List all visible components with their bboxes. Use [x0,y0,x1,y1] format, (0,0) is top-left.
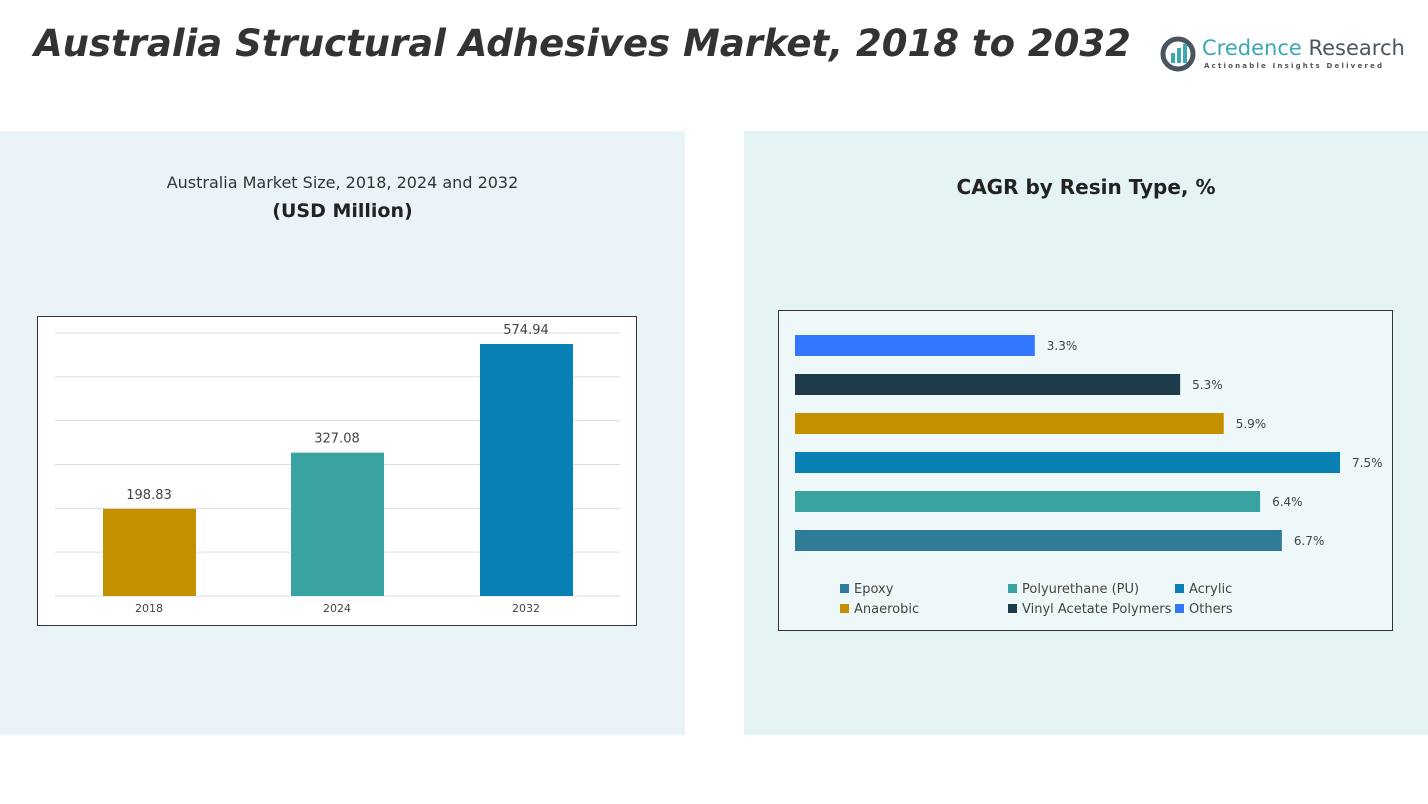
logo-name-1: Credence [1202,36,1302,60]
legend-swatch [1175,584,1184,593]
legend-label: Acrylic [1189,582,1233,597]
value-label: 6.4% [1272,495,1303,509]
hbar-vinyl-acetate-polymers [795,374,1181,395]
x-tick-label: 2024 [323,602,351,615]
legend-swatch [840,584,849,593]
logo: Credence Research Actionable Insights De… [1160,34,1410,74]
x-tick-label: 2032 [512,602,540,615]
legend-swatch [1008,604,1017,613]
hbar-others [795,335,1035,356]
value-label: 327.08 [314,432,360,447]
value-label: 198.83 [126,488,172,503]
value-label: 6.7% [1294,534,1325,548]
hbar-polyurethane-pu- [795,491,1261,512]
legend-swatch [840,604,849,613]
bar-2032 [480,343,573,596]
bar-2024 [291,452,384,596]
page-title: Australia Structural Adhesives Market, 2… [34,22,1131,65]
hbar-epoxy [795,530,1282,551]
logo-name: Credence Research [1202,36,1405,60]
legend-swatch [1008,584,1017,593]
value-label: 3.3% [1047,339,1078,353]
legend-label: Polyurethane (PU) [1022,582,1140,597]
x-tick-label: 2018 [135,602,163,615]
legend-swatch [1175,604,1184,613]
logo-name-2: Research [1308,36,1405,60]
legend-label: Vinyl Acetate Polymers [1022,602,1172,617]
bar-chart-title: Australia Market Size, 2018, 2024 and 20… [166,173,519,192]
hbar-anaerobic [795,413,1224,434]
legend-item: Vinyl Acetate Polymers [1008,602,1171,617]
value-label: 574.94 [503,323,549,338]
legend-label: Anaerobic [854,602,920,617]
logo-icon [1160,36,1196,72]
legend-item: Polyurethane (PU) [1008,582,1139,597]
legend-item: Anaerobic [840,602,919,617]
value-label: 5.3% [1192,378,1223,392]
legend-label: Others [1189,602,1233,617]
bar-2018 [103,508,196,596]
legend-label: Epoxy [854,582,894,597]
hbar-acrylic [795,452,1340,473]
value-label: 7.5% [1352,456,1383,470]
hbar-chart-title: CAGR by Resin Type, % [956,175,1216,199]
legend-item: Others [1175,602,1233,617]
value-label: 5.9% [1236,417,1267,431]
legend-item: Acrylic [1175,582,1232,597]
bar-chart-subtitle: (USD Million) [272,200,413,222]
logo-tagline: Actionable Insights Delivered [1204,62,1385,70]
legend-item: Epoxy [840,582,893,597]
